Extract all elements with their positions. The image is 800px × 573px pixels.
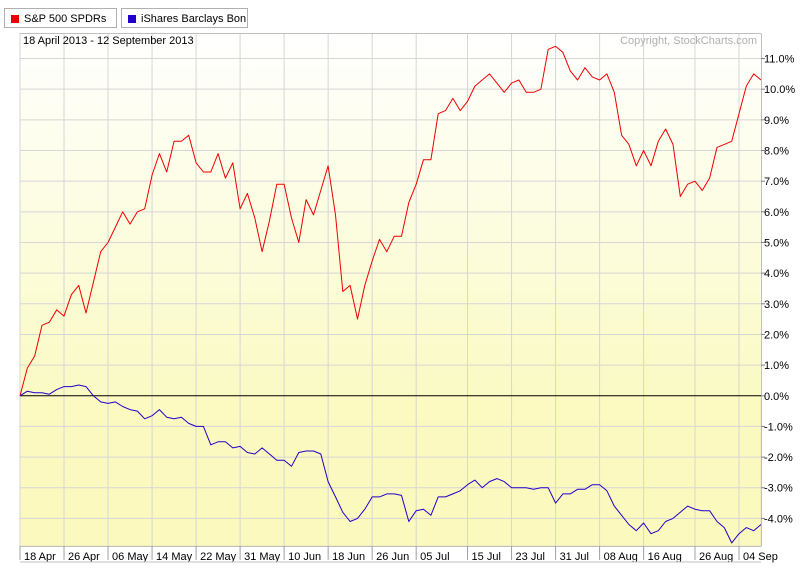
positive-zone xyxy=(20,34,761,396)
legend-label-bond: iShares Barclays Bon xyxy=(141,13,247,25)
y-tick-label: 0.0% xyxy=(764,391,789,403)
y-tick-label: -2.0% xyxy=(764,452,793,464)
legend-swatch-spy xyxy=(11,15,19,23)
y-tick-label: 11.0% xyxy=(764,54,795,66)
x-tick-label: 18 Jun xyxy=(332,551,365,563)
legend-item-bond[interactable]: iShares Barclays Bon xyxy=(121,8,248,28)
x-tick-label: 26 Aug xyxy=(699,551,733,563)
y-tick-label: 3.0% xyxy=(764,299,789,311)
legend-label-spy: S&P 500 SPDRs xyxy=(24,13,107,25)
x-tick-label: 14 May xyxy=(156,551,193,563)
copyright-label: Copyright, StockCharts.com xyxy=(620,35,757,47)
chart-legend: S&P 500 SPDRs iShares Barclays Bon xyxy=(0,0,800,32)
date-range-label: 18 April 2013 - 12 September 2013 xyxy=(23,35,194,47)
x-tick-label: 08 Aug xyxy=(604,551,638,563)
x-tick-label: 05 Jul xyxy=(420,551,449,563)
x-tick-label: 06 May xyxy=(112,551,149,563)
y-tick-label: 7.0% xyxy=(764,176,789,188)
series-line-bond xyxy=(19,384,762,544)
x-tick-label: 31 Jul xyxy=(560,551,589,563)
x-tick-label: 26 Apr xyxy=(68,551,100,563)
legend-swatch-bond xyxy=(128,15,136,23)
x-tick-label: 26 Jun xyxy=(376,551,409,563)
y-tick-label: 1.0% xyxy=(764,360,789,372)
x-tick-label: 04 Sep xyxy=(743,551,778,563)
series-line-spy xyxy=(19,45,762,396)
y-tick-label: -1.0% xyxy=(764,421,793,433)
legend-item-spy[interactable]: S&P 500 SPDRs xyxy=(4,8,117,28)
y-axis: -4.0% -3.0% -2.0% -1.0% 0.0% 1.0% 2.0% 3.0% 4.0%… xyxy=(761,54,795,525)
y-tick-label: -3.0% xyxy=(764,483,793,495)
series-group xyxy=(19,45,762,544)
y-tick-label: -4.0% xyxy=(764,513,793,525)
y-tick-label: 8.0% xyxy=(764,146,789,158)
x-tick-label: 10 Jun xyxy=(288,551,321,563)
y-tick-label: 2.0% xyxy=(764,329,789,341)
x-tick-label: 22 May xyxy=(200,551,237,563)
x-tick-label: 16 Aug xyxy=(648,551,682,563)
x-tick-label: 31 May xyxy=(244,551,281,563)
y-tick-label: 10.0% xyxy=(764,84,795,96)
x-tick-label: 18 Apr xyxy=(24,551,56,563)
y-tick-label: 5.0% xyxy=(764,237,789,249)
y-tick-label: 4.0% xyxy=(764,268,789,280)
grid-lines xyxy=(19,34,761,546)
y-tick-label: 6.0% xyxy=(764,207,789,219)
negative-zone xyxy=(20,395,761,546)
x-tick-label: 15 Jul xyxy=(472,551,501,563)
x-axis: 18 Apr 26 Apr 06 May 14 May 22 May 31 May 10 J… xyxy=(19,546,778,563)
x-tick-label: 23 Jul xyxy=(516,551,545,563)
y-tick-label: 9.0% xyxy=(764,115,789,127)
